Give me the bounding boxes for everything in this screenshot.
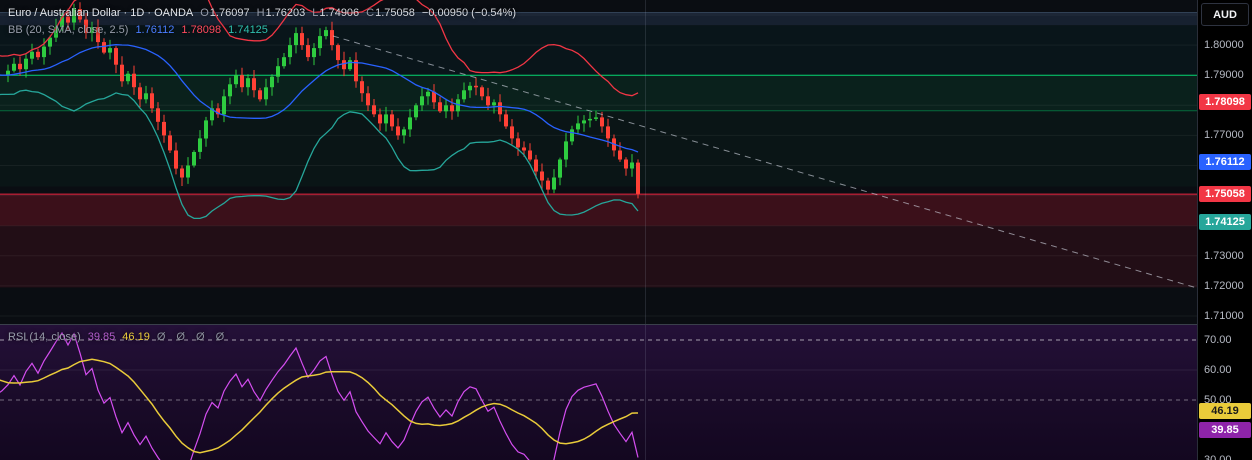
price-axis-label: 1.77000: [1204, 129, 1244, 142]
price-axis-label: 1.79000: [1204, 69, 1244, 82]
rsi-value-badge: 39.85: [1199, 422, 1251, 439]
price-zone: [0, 110, 1197, 187]
rsi-line[interactable]: [0, 331, 639, 460]
price-axis-label: 1.73000: [1204, 249, 1244, 262]
rsi-chart-svg[interactable]: [0, 325, 1197, 460]
rsi-axis-label: 30.00: [1204, 454, 1232, 460]
rsi-ma-badge: 46.19: [1199, 403, 1251, 420]
bb-lower-line[interactable]: [0, 89, 639, 220]
candle-bodies[interactable]: [6, 9, 640, 194]
main-chart-svg[interactable]: [0, 0, 1252, 325]
high-value: H 1.76203: [257, 7, 306, 20]
last-price-badge: 1.75058: [1199, 185, 1251, 202]
bb-upper-line[interactable]: [0, 0, 639, 97]
rsi-ma-line[interactable]: [0, 358, 639, 454]
bb-basis-badge: 1.76112: [1199, 154, 1251, 171]
bb-lower-value: 1.74125: [228, 24, 268, 36]
rsi-value: 39.85: [87, 331, 116, 343]
rsi-empty-placeholders: Ø Ø Ø Ø: [156, 331, 229, 343]
bb-basis-line[interactable]: [0, 44, 639, 153]
rsi-indicator-row[interactable]: RSI (14, close) 39.85 46.19 Ø Ø Ø Ø: [8, 331, 228, 344]
rsi-axis-label: 50.00: [1204, 394, 1232, 406]
close-value: C 1.75058: [366, 7, 415, 20]
price-change: −0.00950 (−0.54%): [421, 7, 517, 19]
price-zone: [0, 75, 1197, 111]
main-chart-pane[interactable]: [0, 0, 1252, 325]
high-label: H: [256, 7, 265, 19]
price-zone: [0, 12, 1197, 26]
price-axis[interactable]: AUD 1.80000 1.79000 1.77000 1.73000 1.72000 1…: [1197, 0, 1252, 460]
price-zone: [0, 194, 1197, 226]
bb-basis-value: 1.76112: [135, 24, 175, 36]
bb-upper-value: 1.78098: [181, 24, 222, 36]
price-axis-label: 1.71000: [1204, 309, 1244, 322]
low-value: L 1.74906: [312, 7, 359, 20]
bb-lower-badge: 1.74125: [1199, 213, 1251, 230]
symbol-title[interactable]: Euro / Australian Dollar · 1D · OANDA: [8, 7, 194, 19]
symbol-header: Euro / Australian Dollar · 1D · OANDA O …: [8, 7, 516, 20]
pane-separator[interactable]: [0, 324, 1252, 325]
open-value: O 1.76097: [200, 7, 249, 20]
close-number: 1.75058: [375, 7, 415, 19]
open-label: O: [200, 7, 209, 19]
price-zone: [0, 225, 1197, 288]
rsi-pane[interactable]: [0, 325, 1197, 460]
low-label: L: [312, 7, 319, 19]
high-number: 1.76203: [265, 7, 306, 19]
rsi-axis-label: 70.00: [1204, 334, 1232, 346]
last-bar-line: [645, 0, 646, 460]
rsi-indicator-label[interactable]: RSI (14, close): [8, 331, 81, 343]
bb-indicator-label[interactable]: BB (20, SMA, close, 2.5): [8, 24, 129, 36]
bb-indicator-row[interactable]: BB (20, SMA, close, 2.5) 1.76112 1.78098…: [8, 24, 268, 37]
rsi-ma-value: 46.19: [122, 331, 150, 343]
price-axis-label: 1.80000: [1204, 39, 1244, 52]
open-number: 1.76097: [209, 7, 250, 19]
trendline-drawing[interactable]: [332, 35, 1198, 289]
low-number: 1.74906: [319, 7, 360, 19]
price-axis-label: 1.72000: [1204, 279, 1244, 292]
close-label: C: [366, 7, 375, 19]
price-zone: [0, 25, 1197, 76]
bb-upper-badge: 1.78098: [1199, 94, 1251, 111]
rsi-axis-label: 60.00: [1204, 364, 1232, 376]
currency-toggle-button[interactable]: AUD: [1201, 3, 1249, 26]
